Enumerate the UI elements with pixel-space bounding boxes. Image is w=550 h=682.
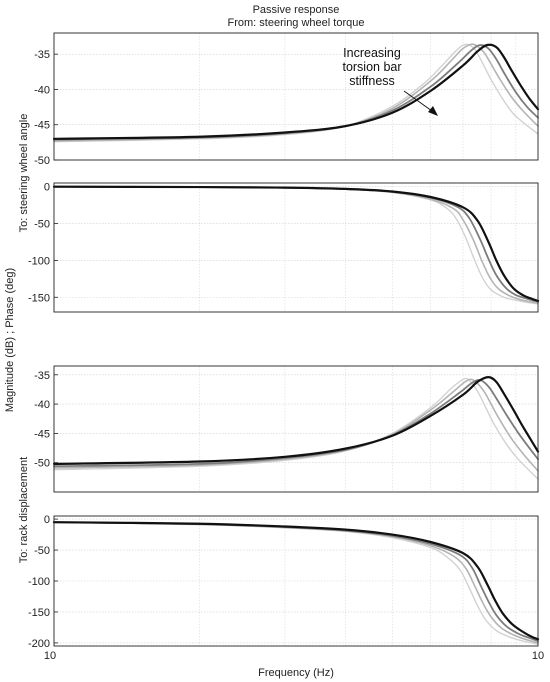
y-tick-label: -50 [34,155,50,167]
figure-title: Passive response [253,4,340,16]
y-axis-label-main: Magnitude (dB) ; Phase (deg) [4,268,16,412]
series-line-2 [53,378,539,472]
y-tick-label: -40 [34,399,50,411]
series-line-3 [53,44,539,141]
series-line-2 [53,185,539,304]
series-line-4 [52,521,540,641]
annotation-arrow-shaft [403,90,433,112]
panel-rack-displacement-phase: -200 -150 -100 -50 0 [28,514,540,650]
plot-panels: -50 -45 -40 -35 -150 -100 -50 0 -50 -45 -40 -35 -200… [28,32,540,650]
series-line-3 [53,521,539,642]
y-tick-label: -35 [34,370,50,382]
series-line-3 [53,185,539,303]
y-tick-label: -100 [28,576,50,588]
panel-wheel-angle-phase: -150 -100 -50 0 [28,182,540,313]
annotation-line-2: torsion bar [342,60,401,74]
y-tick-label: -200 [28,638,50,650]
panel-rack-displacement-magnitude: -50 -45 -40 -35 [34,365,540,493]
axes-frame [53,32,539,161]
figure-subtitle: From: steering wheel torque [228,17,365,29]
axes-frame [53,365,539,493]
annotation-arrow-head [428,106,438,116]
y-tick-label: -50 [34,219,50,231]
axes-frame [53,515,539,647]
series-line-3 [53,379,539,468]
y-axis-label-bottom: To: rack displacement [18,457,30,563]
series-line-4 [52,43,540,140]
axes-frame [53,182,539,313]
annotation-line-3: stiffness [349,74,395,88]
y-tick-label: 0 [44,182,50,194]
panel-wheel-angle-magnitude: -50 -45 -40 -35 [34,32,540,167]
series-line-1 [53,43,539,143]
series-line-4 [52,376,540,465]
y-axis-label-top: To: steering wheel angle [18,114,30,233]
annotation-line-1: Increasing [343,46,401,60]
y-tick-label: -35 [34,49,50,61]
series-line-1 [53,185,539,305]
x-axis-label: Frequency (Hz) [258,667,334,679]
series-line-2 [53,521,539,644]
x-tick-label-right: 10 [532,650,544,662]
y-tick-label: -150 [28,292,50,304]
y-tick-label: -150 [28,607,50,619]
y-tick-label: -40 [34,84,50,96]
y-tick-label: -45 [34,428,50,440]
y-tick-label: -100 [28,255,50,267]
series-line-1 [53,521,539,645]
series-line-4 [52,185,540,303]
series-line-1 [53,377,539,480]
series-line-2 [53,43,539,142]
y-tick-label: -45 [34,120,50,132]
x-tick-label-left: 10 [44,650,56,662]
y-tick-label: -50 [34,545,50,557]
y-tick-label: -50 [34,458,50,470]
y-tick-label: 0 [44,514,50,526]
